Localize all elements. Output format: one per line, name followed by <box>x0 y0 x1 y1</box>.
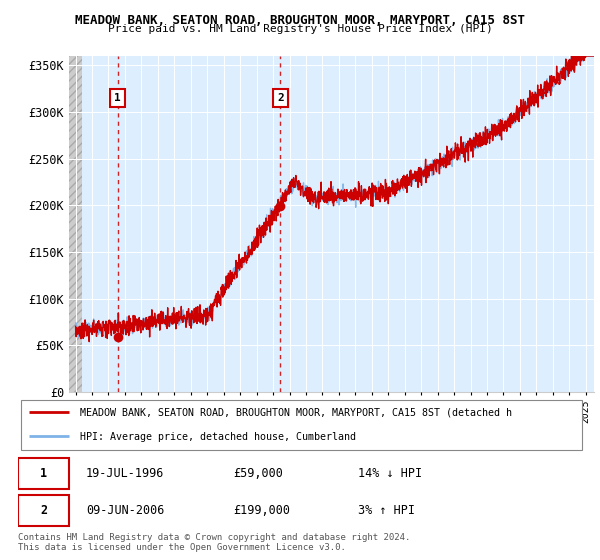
Text: 19-JUL-1996: 19-JUL-1996 <box>86 467 164 480</box>
Text: 2: 2 <box>277 93 284 103</box>
Text: 14% ↓ HPI: 14% ↓ HPI <box>358 467 422 480</box>
Text: Contains HM Land Registry data © Crown copyright and database right 2024.: Contains HM Land Registry data © Crown c… <box>18 533 410 542</box>
Text: 2: 2 <box>40 504 47 517</box>
Text: 3% ↑ HPI: 3% ↑ HPI <box>358 504 415 517</box>
Text: HPI: Average price, detached house, Cumberland: HPI: Average price, detached house, Cumb… <box>80 432 356 442</box>
FancyBboxPatch shape <box>18 458 69 489</box>
FancyBboxPatch shape <box>18 495 69 526</box>
Text: MEADOW BANK, SEATON ROAD, BROUGHTON MOOR, MARYPORT, CA15 8ST: MEADOW BANK, SEATON ROAD, BROUGHTON MOOR… <box>75 14 525 27</box>
Text: £59,000: £59,000 <box>233 467 283 480</box>
Text: 1: 1 <box>40 467 47 480</box>
Text: £199,000: £199,000 <box>233 504 290 517</box>
Text: This data is licensed under the Open Government Licence v3.0.: This data is licensed under the Open Gov… <box>18 543 346 552</box>
Text: 09-JUN-2006: 09-JUN-2006 <box>86 504 164 517</box>
Text: 1: 1 <box>114 93 121 103</box>
FancyBboxPatch shape <box>21 400 582 450</box>
Text: Price paid vs. HM Land Registry's House Price Index (HPI): Price paid vs. HM Land Registry's House … <box>107 24 493 34</box>
Text: MEADOW BANK, SEATON ROAD, BROUGHTON MOOR, MARYPORT, CA15 8ST (detached h: MEADOW BANK, SEATON ROAD, BROUGHTON MOOR… <box>80 408 512 418</box>
